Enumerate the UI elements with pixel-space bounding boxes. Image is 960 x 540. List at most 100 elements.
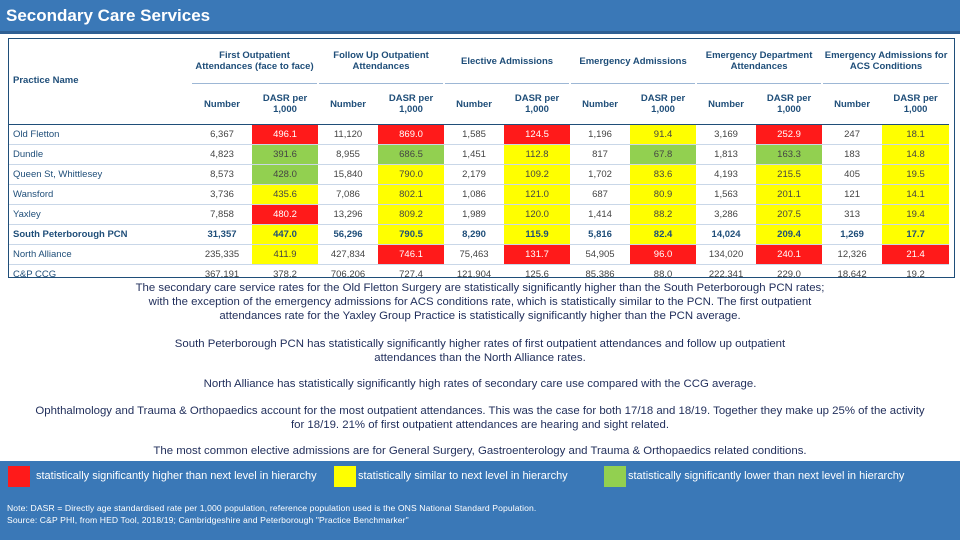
- number-cell: 405: [822, 164, 883, 185]
- number-cell: 367,191: [192, 264, 252, 277]
- text-line: with the exception of the emergency admi…: [148, 296, 812, 308]
- sub-header-number: Number: [696, 83, 757, 125]
- sub-header-dasr: DASR per 1,000: [756, 83, 823, 125]
- sub-header-number: Number: [318, 83, 379, 125]
- dasr-cell: 14.8: [882, 144, 950, 165]
- dasr-cell: 88.2: [630, 204, 697, 225]
- sub-header-dasr: DASR per 1,000: [630, 83, 697, 125]
- number-cell: 687: [570, 184, 631, 205]
- table-row: South Peterborough PCN 31,357 447.0 56,296 7…: [9, 224, 950, 245]
- dasr-cell: 391.6: [252, 144, 319, 165]
- dasr-cell: 83.6: [630, 164, 697, 185]
- number-cell: 56,296: [318, 224, 379, 245]
- group-header-emergency: Emergency Admissions: [569, 39, 697, 84]
- secondary-care-table: Practice Name First Outpatient Attendanc…: [9, 39, 950, 277]
- number-cell: 121,904: [444, 264, 505, 277]
- practice-name-cell: Dundle: [9, 144, 192, 165]
- notes-bar: Note: DASR = Directly age standardised r…: [0, 491, 960, 540]
- paragraph-old-fletton: The secondary care service rates for the…: [0, 281, 960, 323]
- text-line: attendances rate for the Yaxley Group Pr…: [219, 310, 741, 322]
- sub-header-dasr: DASR per 1,000: [252, 83, 319, 125]
- table-body: Old Fletton 6,367 496.1 11,120 869.0 1,585 124…: [9, 124, 950, 277]
- secondary-care-table-container: Practice Name First Outpatient Attendanc…: [8, 38, 955, 278]
- dasr-cell: 428.0: [252, 164, 319, 185]
- table-row: Queen St, Whittlesey 8,573 428.0 15,840 790.…: [9, 164, 950, 185]
- number-cell: 1,813: [696, 144, 757, 165]
- dasr-cell: 112.8: [504, 144, 571, 165]
- table-row: Old Fletton 6,367 496.1 11,120 869.0 1,585 124…: [9, 124, 950, 145]
- number-cell: 5,816: [570, 224, 631, 245]
- number-cell: 427,834: [318, 244, 379, 265]
- sub-header-number: Number: [192, 83, 252, 125]
- dasr-cell: 496.1: [252, 124, 319, 145]
- number-cell: 1,585: [444, 124, 505, 145]
- paragraph-south-peterborough: South Peterborough PCN has statistically…: [0, 337, 960, 365]
- number-cell: 75,463: [444, 244, 505, 265]
- number-cell: 1,086: [444, 184, 505, 205]
- title-bar: Secondary Care Services: [0, 0, 960, 31]
- number-cell: 1,989: [444, 204, 505, 225]
- dasr-cell: 19.4: [882, 204, 950, 225]
- text-line: The secondary care service rates for the…: [135, 282, 825, 294]
- dasr-cell: 229.0: [756, 264, 823, 277]
- number-cell: 6,367: [192, 124, 252, 145]
- number-cell: 1,196: [570, 124, 631, 145]
- dasr-cell: 82.4: [630, 224, 697, 245]
- sub-header-row: Number DASR per 1,000 Number DASR per 1,…: [9, 83, 950, 125]
- dasr-cell: 19.2: [882, 264, 950, 277]
- number-cell: 3,169: [696, 124, 757, 145]
- title-underline: [0, 31, 960, 34]
- number-cell: 14,024: [696, 224, 757, 245]
- number-cell: 1,702: [570, 164, 631, 185]
- dasr-cell: 131.7: [504, 244, 571, 265]
- practice-name-cell: Old Fletton: [9, 124, 192, 145]
- legend-red-label: statistically significantly higher than …: [36, 470, 317, 482]
- paragraph-specialties: Ophthalmology and Trauma & Orthopaedics …: [0, 404, 960, 432]
- note-source: Source: C&P PHI, from HED Tool, 2018/19;…: [7, 515, 409, 525]
- dasr-cell: 447.0: [252, 224, 319, 245]
- table-row: Yaxley 7,858 480.2 13,296 809.2 1,989 120.0 1,4…: [9, 204, 950, 225]
- dasr-cell: 480.2: [252, 204, 319, 225]
- dasr-cell: 109.2: [504, 164, 571, 185]
- dasr-cell: 21.4: [882, 244, 950, 265]
- number-cell: 235,335: [192, 244, 252, 265]
- group-header-acs: Emergency Admissions for ACS Conditions: [821, 39, 950, 84]
- number-cell: 313: [822, 204, 883, 225]
- text-line: The most common elective admissions are …: [153, 445, 807, 457]
- paragraph-north-alliance: North Alliance has statistically signifi…: [0, 377, 960, 391]
- sub-header-number: Number: [570, 83, 631, 125]
- dasr-cell: 378.2: [252, 264, 319, 277]
- number-cell: 2,179: [444, 164, 505, 185]
- group-header-elective: Elective Admissions: [443, 39, 571, 84]
- table-row: C&P CCG 367,191 378.2 706,206 727.4 121,904 12…: [9, 264, 950, 277]
- number-cell: 134,020: [696, 244, 757, 265]
- dasr-cell: 80.9: [630, 184, 697, 205]
- legend-bar: statistically significantly higher than …: [0, 461, 960, 491]
- dasr-cell: 201.1: [756, 184, 823, 205]
- group-header-ed: Emergency Department Attendances: [695, 39, 823, 84]
- text-line: Ophthalmology and Trauma & Orthopaedics …: [35, 405, 925, 417]
- number-cell: 8,955: [318, 144, 379, 165]
- dasr-cell: 124.5: [504, 124, 571, 145]
- sub-header-number: Number: [444, 83, 505, 125]
- number-cell: 4,823: [192, 144, 252, 165]
- group-header-follow-up: Follow Up Outpatient Attendances: [317, 39, 445, 84]
- number-cell: 85,386: [570, 264, 631, 277]
- number-cell: 15,840: [318, 164, 379, 185]
- dasr-cell: 215.5: [756, 164, 823, 185]
- number-cell: 817: [570, 144, 631, 165]
- sub-header-number: Number: [822, 83, 883, 125]
- text-line: North Alliance has statistically signifi…: [203, 378, 757, 390]
- dasr-cell: 411.9: [252, 244, 319, 265]
- dasr-cell: 252.9: [756, 124, 823, 145]
- dasr-cell: 802.1: [378, 184, 445, 205]
- number-cell: 12,326: [822, 244, 883, 265]
- sub-header-dasr: DASR per 1,000: [882, 83, 950, 125]
- legend-red-swatch: [8, 466, 30, 487]
- text-line: South Peterborough PCN has statistically…: [174, 338, 786, 350]
- practice-name-cell: North Alliance: [9, 244, 192, 265]
- text-line: attendances than the North Alliance rate…: [374, 352, 586, 364]
- number-cell: 8,573: [192, 164, 252, 185]
- legend-yellow-swatch: [334, 466, 356, 487]
- number-cell: 3,286: [696, 204, 757, 225]
